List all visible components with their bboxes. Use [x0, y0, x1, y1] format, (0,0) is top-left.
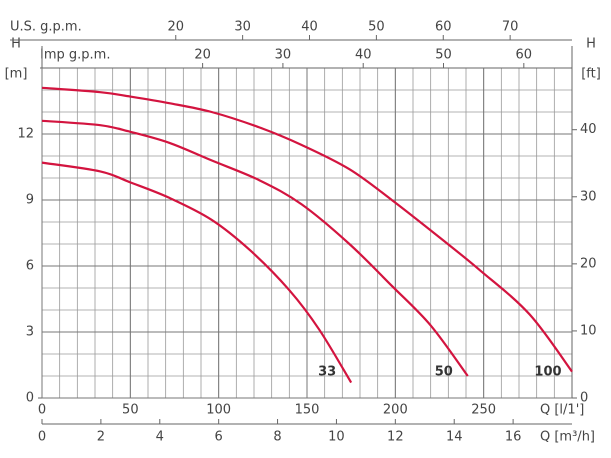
y-axis-label: H [11, 37, 21, 52]
imp-tick-label: 20 [194, 48, 211, 63]
x-tick-label: 0 [38, 403, 46, 418]
m3h-tick-label: 8 [273, 430, 281, 445]
x-tick-label: 150 [295, 403, 320, 418]
y-tick-label: 12 [17, 127, 34, 142]
us-tick-label: 70 [502, 20, 519, 35]
m3h-tick-label: 0 [38, 430, 46, 445]
us-tick-label: 20 [167, 20, 184, 35]
us-tick-label: 40 [301, 20, 318, 35]
m3h-tick-label: 6 [215, 430, 223, 445]
x-tick-label: 100 [206, 403, 231, 418]
x-tick-label: 250 [471, 403, 496, 418]
imp-tick-label: 60 [516, 48, 533, 63]
curve-label: 100 [534, 365, 561, 380]
m3h-tick-label: 14 [446, 430, 463, 445]
us-gpm-label: U.S. g.p.m. [10, 20, 82, 35]
y-axis-unit: [m] [5, 67, 28, 82]
curve-label: 33 [318, 365, 336, 380]
y2-tick-label: 10 [580, 323, 597, 338]
imp-tick-label: 40 [355, 48, 372, 63]
x-tick-label: 200 [383, 403, 408, 418]
imp-gpm-label: Imp g.p.m. [40, 48, 110, 63]
m3h-tick-label: 4 [156, 430, 164, 445]
m3h-tick-label: 12 [387, 430, 404, 445]
us-tick-label: 60 [435, 20, 452, 35]
x-m3h-label: Q [m³/h] [540, 430, 595, 445]
us-tick-label: 50 [368, 20, 385, 35]
y2-tick-label: 20 [580, 256, 597, 271]
curve-label: 50 [435, 365, 453, 380]
us-tick-label: 30 [234, 20, 251, 35]
curve [41, 119, 469, 377]
curve [41, 86, 573, 373]
x-axis-label: Q [l/1'] [540, 403, 584, 418]
y-tick-label: 0 [26, 391, 34, 406]
y-tick-label: 3 [26, 325, 34, 340]
y-tick-label: 6 [26, 259, 34, 274]
x-tick-label: 50 [122, 403, 139, 418]
m3h-tick-label: 10 [328, 430, 345, 445]
m3h-tick-label: 2 [97, 430, 105, 445]
y2-tick-label: 0 [580, 391, 588, 406]
curve [41, 161, 353, 384]
y2-tick-label: 30 [580, 189, 597, 204]
m3h-tick-label: 16 [505, 430, 522, 445]
y2-axis-label: H [586, 37, 596, 52]
y2-axis-unit: [ft] [581, 67, 601, 82]
y2-tick-label: 40 [580, 122, 597, 137]
imp-tick-label: 50 [435, 48, 452, 63]
y-tick-label: 9 [26, 193, 34, 208]
imp-tick-label: 30 [275, 48, 292, 63]
